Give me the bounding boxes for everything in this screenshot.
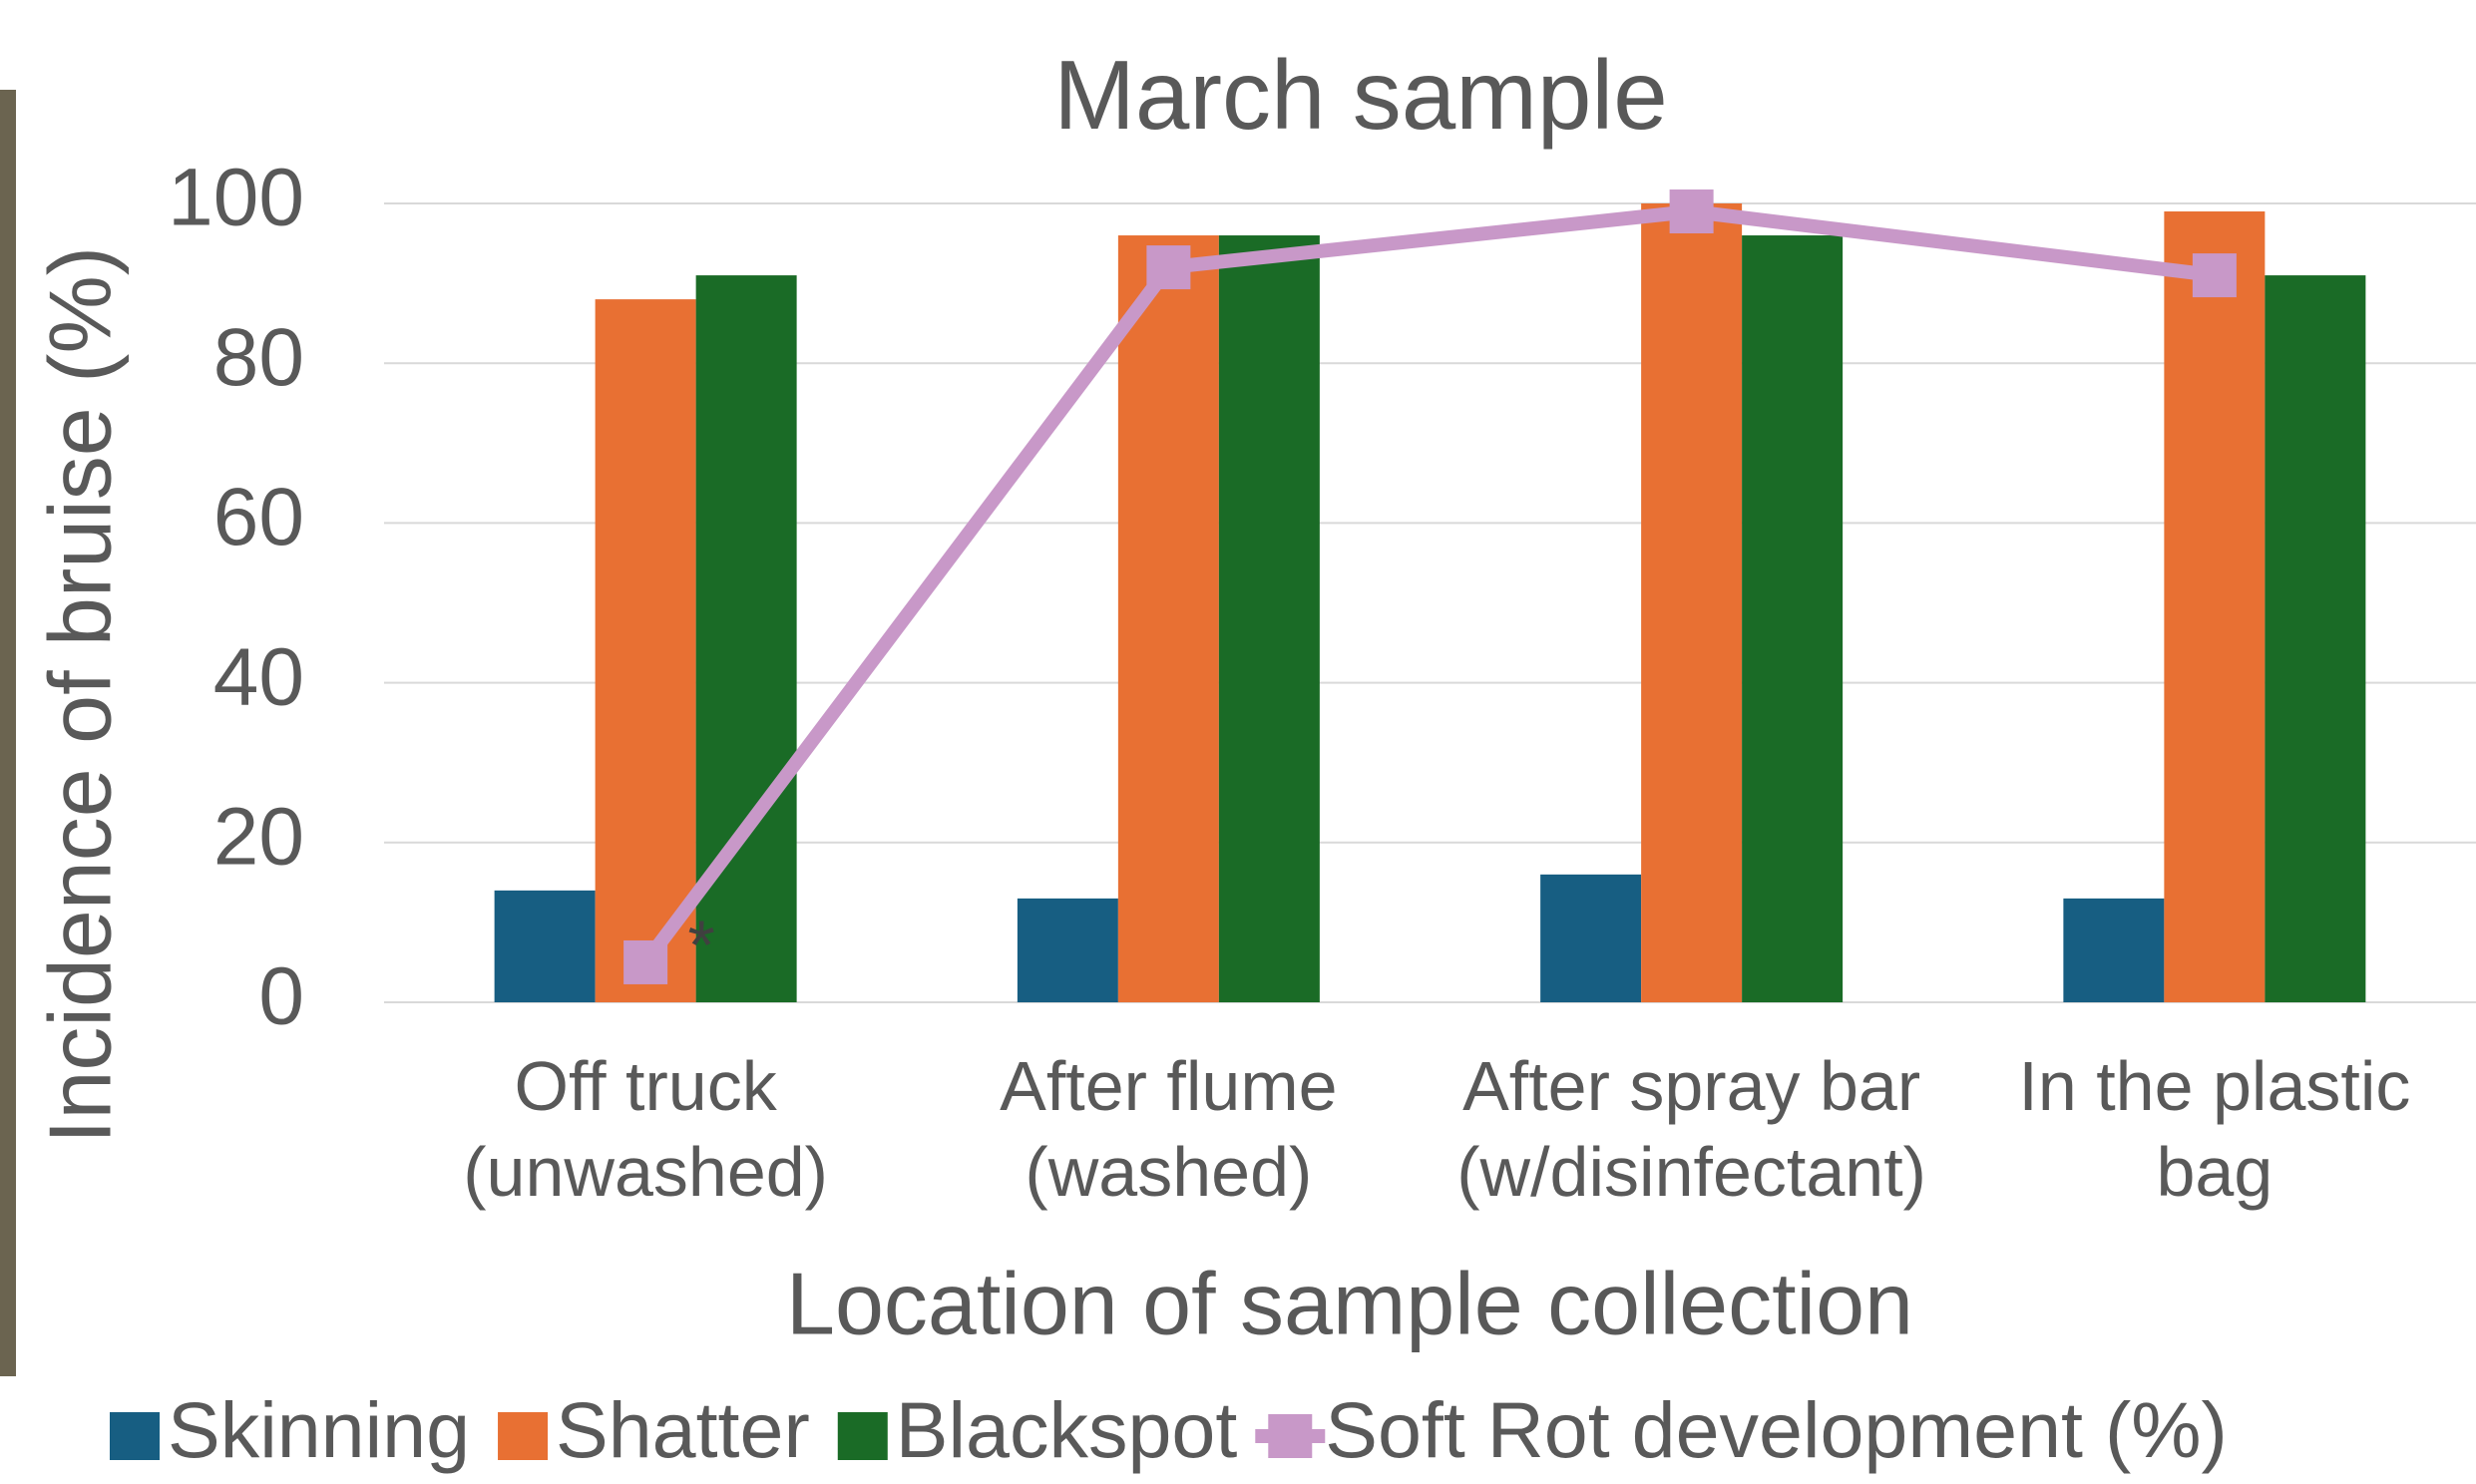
y-tick-label: 0	[258, 951, 304, 1042]
annotation: *	[688, 906, 715, 983]
bar	[2063, 898, 2165, 1002]
x-tick-line: Off truck	[515, 1047, 778, 1125]
y-tick-label: 100	[168, 153, 304, 243]
bar	[695, 275, 797, 1003]
bar	[1742, 235, 1844, 1003]
legend-label: Shatter	[556, 1385, 810, 1474]
bar	[2265, 275, 2366, 1003]
x-tick-line: In the plastic	[2018, 1047, 2410, 1125]
x-tick-label: After spray bar (w/disinfectant)	[1456, 1047, 1926, 1211]
line-series	[639, 204, 2216, 967]
bar	[1017, 898, 1118, 1002]
legend-marker	[1268, 1414, 1313, 1458]
y-tick-label: 60	[213, 472, 304, 562]
y-tick-label: 80	[213, 312, 304, 403]
x-tick-label: After flume (washed)	[1000, 1047, 1337, 1211]
bar	[1117, 235, 1219, 1003]
bar	[494, 890, 596, 1002]
x-axis-title: Location of sample collection	[786, 1254, 1913, 1352]
bar	[1540, 874, 1642, 1002]
legend-swatch	[110, 1412, 160, 1460]
x-tick-line: After spray bar	[1462, 1047, 1920, 1125]
legend-label: Skinning	[168, 1385, 470, 1474]
x-tick-line: (w/disinfectant)	[1456, 1133, 1926, 1211]
y-tick-label: 40	[213, 631, 304, 722]
x-tick-line: (unwashed)	[463, 1133, 828, 1211]
line-marker	[2192, 253, 2237, 298]
legend-label: Soft Rot development (%)	[1325, 1385, 2228, 1474]
legend-label: Blackspot	[896, 1385, 1238, 1474]
line-marker	[623, 939, 668, 984]
x-tick-label: Off truck (unwashed)	[463, 1047, 828, 1211]
line-marker	[1669, 189, 1714, 234]
x-tick-line: bag	[2156, 1133, 2272, 1211]
y-axis-title: Incidence of bruise (%)	[30, 246, 129, 1144]
legend-swatch	[498, 1412, 549, 1460]
line-marker	[1146, 245, 1191, 290]
bar	[595, 299, 696, 1002]
y-tick-label: 20	[213, 791, 304, 882]
x-tick-line: After flume	[1000, 1047, 1337, 1125]
bar	[2164, 211, 2266, 1002]
x-tick-line: (washed)	[1025, 1133, 1312, 1211]
bar	[1641, 203, 1743, 1002]
legend-swatch	[837, 1412, 888, 1460]
bar	[1218, 235, 1320, 1003]
chart-title: March sample	[1053, 40, 1667, 150]
photo-edge	[0, 90, 16, 1376]
x-tick-label: In the plastic bag	[2018, 1047, 2410, 1211]
